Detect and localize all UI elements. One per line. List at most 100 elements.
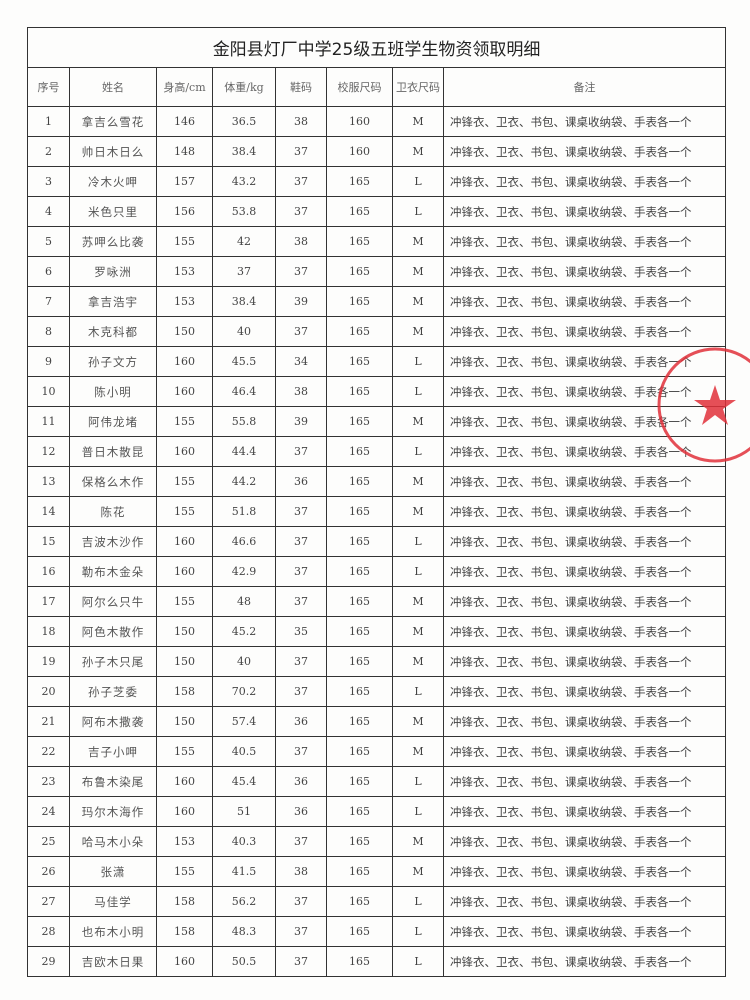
cell-shoe-size: 34	[275, 346, 327, 377]
cell-index: 27	[27, 886, 70, 917]
cell-name: 吉子小呷	[69, 736, 157, 767]
cell-index: 23	[27, 766, 70, 797]
cell-shoe-size: 37	[275, 886, 327, 917]
cell-uniform-size: 165	[326, 826, 393, 857]
table-row: 22 吉子小呷 155 40.5 37 165 M 冲锋衣、卫衣、书包、课桌收纳袋、手表各一个	[27, 736, 727, 767]
cell-height: 157	[156, 166, 213, 197]
cell-height: 160	[156, 346, 213, 377]
cell-uniform-size: 165	[326, 406, 393, 437]
cell-height: 150	[156, 646, 213, 677]
cell-uniform-size: 165	[326, 586, 393, 617]
header-shoe-size: 鞋码	[275, 67, 327, 107]
cell-height: 150	[156, 706, 213, 737]
cell-name: 苏呷么比袭	[69, 226, 157, 257]
supplies-table: 金阳县灯厂中学25级五班学生物资领取明细 序号 姓名 身高/cm 体重/kg 鞋码 校服尺…	[26, 27, 727, 977]
cell-shoe-size: 37	[275, 646, 327, 677]
cell-index: 26	[27, 856, 70, 887]
cell-hoodie-size: M	[392, 826, 444, 857]
cell-notes: 冲锋衣、卫衣、书包、课桌收纳袋、手表各一个	[442, 256, 727, 287]
cell-weight: 48.3	[212, 916, 276, 947]
cell-weight: 50.5	[212, 946, 276, 977]
cell-shoe-size: 36	[275, 706, 327, 737]
cell-hoodie-size: L	[392, 526, 444, 557]
cell-height: 156	[156, 196, 213, 227]
cell-hoodie-size: L	[392, 196, 444, 227]
cell-name: 孙子文方	[69, 346, 157, 377]
cell-uniform-size: 160	[326, 136, 393, 167]
cell-notes: 冲锋衣、卫衣、书包、课桌收纳袋、手表各一个	[442, 616, 727, 647]
table-row: 16 勒布木金朵 160 42.9 37 165 L 冲锋衣、卫衣、书包、课桌收纳袋、手表各一…	[27, 556, 727, 587]
cell-notes: 冲锋衣、卫衣、书包、课桌收纳袋、手表各一个	[442, 796, 727, 827]
table-row: 7 拿吉浩宇 153 38.4 39 165 M 冲锋衣、卫衣、书包、课桌收纳袋、手表各一个	[27, 286, 727, 317]
cell-hoodie-size: M	[392, 256, 444, 287]
cell-hoodie-size: M	[392, 586, 444, 617]
cell-uniform-size: 165	[326, 646, 393, 677]
cell-height: 155	[156, 496, 213, 527]
cell-uniform-size: 165	[326, 286, 393, 317]
table-row: 26 张潇 155 41.5 38 165 M 冲锋衣、卫衣、书包、课桌收纳袋、手表各一个	[27, 856, 727, 887]
cell-name: 孙子木只尾	[69, 646, 157, 677]
cell-notes: 冲锋衣、卫衣、书包、课桌收纳袋、手表各一个	[442, 196, 727, 227]
table-row: 6 罗咏洲 153 37 37 165 M 冲锋衣、卫衣、书包、课桌收纳袋、手表各一个	[27, 256, 727, 287]
cell-height: 146	[156, 106, 213, 137]
cell-weight: 55.8	[212, 406, 276, 437]
cell-name: 吉波木沙作	[69, 526, 157, 557]
cell-shoe-size: 38	[275, 226, 327, 257]
cell-uniform-size: 165	[326, 736, 393, 767]
cell-hoodie-size: L	[392, 916, 444, 947]
cell-name: 陈小明	[69, 376, 157, 407]
cell-name: 保格么木作	[69, 466, 157, 497]
cell-shoe-size: 38	[275, 376, 327, 407]
cell-notes: 冲锋衣、卫衣、书包、课桌收纳袋、手表各一个	[442, 106, 727, 137]
cell-height: 158	[156, 886, 213, 917]
cell-height: 155	[156, 406, 213, 437]
cell-shoe-size: 37	[275, 676, 327, 707]
cell-shoe-size: 37	[275, 586, 327, 617]
table-row: 1 拿吉么雪花 146 36.5 38 160 M 冲锋衣、卫衣、书包、课桌收纳袋、手表各一个	[27, 106, 727, 137]
cell-notes: 冲锋衣、卫衣、书包、课桌收纳袋、手表各一个	[442, 166, 727, 197]
table-row: 18 阿色木散作 150 45.2 35 165 M 冲锋衣、卫衣、书包、课桌收纳袋、手表各一…	[27, 616, 727, 647]
cell-shoe-size: 37	[275, 256, 327, 287]
cell-uniform-size: 165	[326, 526, 393, 557]
cell-height: 158	[156, 676, 213, 707]
cell-height: 158	[156, 916, 213, 947]
header-height: 身高/cm	[156, 67, 213, 107]
cell-hoodie-size: L	[392, 346, 444, 377]
cell-hoodie-size: M	[392, 106, 444, 137]
header-notes: 备注	[442, 67, 727, 107]
cell-shoe-size: 37	[275, 166, 327, 197]
cell-uniform-size: 165	[326, 376, 393, 407]
cell-weight: 57.4	[212, 706, 276, 737]
cell-notes: 冲锋衣、卫衣、书包、课桌收纳袋、手表各一个	[442, 886, 727, 917]
cell-notes: 冲锋衣、卫衣、书包、课桌收纳袋、手表各一个	[442, 436, 727, 467]
cell-shoe-size: 38	[275, 106, 327, 137]
cell-height: 160	[156, 556, 213, 587]
cell-index: 7	[27, 286, 70, 317]
table-row: 28 也布木小明 158 48.3 37 165 L 冲锋衣、卫衣、书包、课桌收纳袋、手表各一…	[27, 916, 727, 947]
cell-weight: 51	[212, 796, 276, 827]
cell-height: 160	[156, 526, 213, 557]
cell-uniform-size: 165	[326, 856, 393, 887]
cell-height: 153	[156, 826, 213, 857]
cell-index: 24	[27, 796, 70, 827]
cell-hoodie-size: M	[392, 226, 444, 257]
cell-notes: 冲锋衣、卫衣、书包、课桌收纳袋、手表各一个	[442, 826, 727, 857]
cell-shoe-size: 36	[275, 766, 327, 797]
cell-name: 米色只里	[69, 196, 157, 227]
cell-uniform-size: 165	[326, 436, 393, 467]
cell-hoodie-size: L	[392, 886, 444, 917]
cell-notes: 冲锋衣、卫衣、书包、课桌收纳袋、手表各一个	[442, 526, 727, 557]
cell-index: 29	[27, 946, 70, 977]
table-row: 27 马佳学 158 56.2 37 165 L 冲锋衣、卫衣、书包、课桌收纳袋、手表各一个	[27, 886, 727, 917]
cell-weight: 45.5	[212, 346, 276, 377]
cell-uniform-size: 165	[326, 346, 393, 377]
cell-name: 孙子芝委	[69, 676, 157, 707]
cell-hoodie-size: L	[392, 676, 444, 707]
cell-hoodie-size: M	[392, 646, 444, 677]
cell-uniform-size: 165	[326, 946, 393, 977]
cell-weight: 70.2	[212, 676, 276, 707]
cell-name: 冷木火呷	[69, 166, 157, 197]
cell-notes: 冲锋衣、卫衣、书包、课桌收纳袋、手表各一个	[442, 136, 727, 167]
cell-height: 155	[156, 586, 213, 617]
cell-weight: 56.2	[212, 886, 276, 917]
